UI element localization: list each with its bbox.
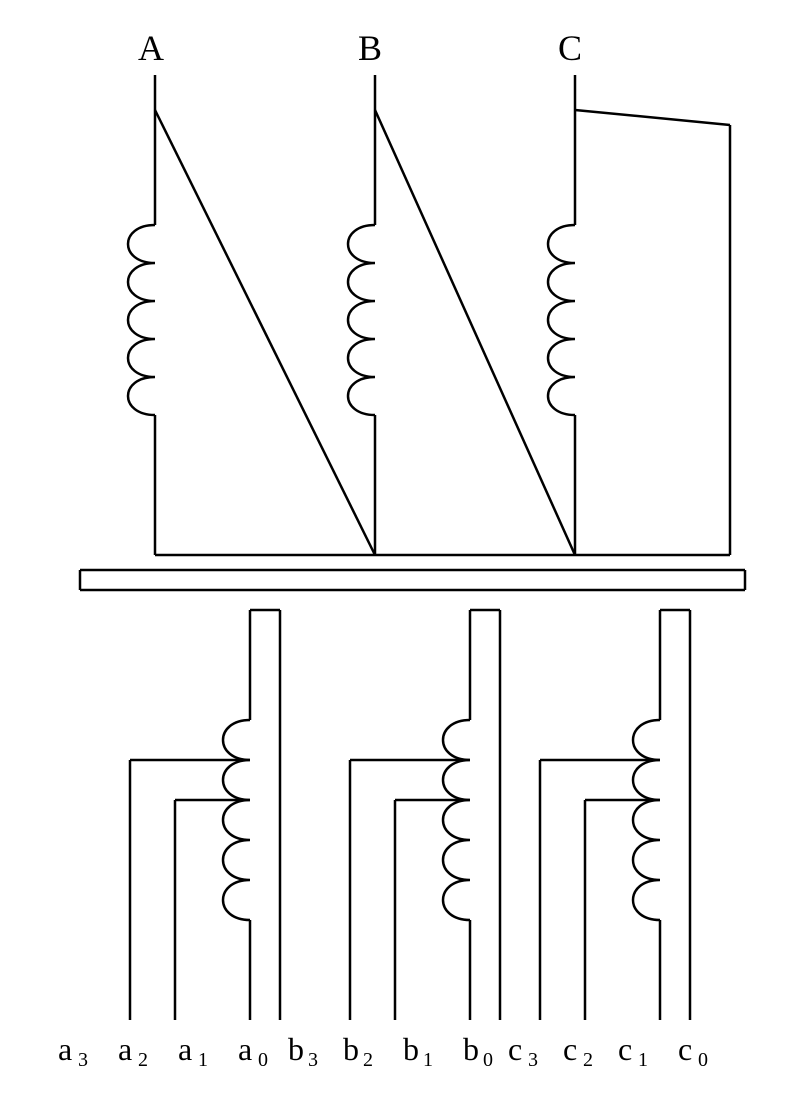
- svg-text:c: c: [678, 1031, 692, 1067]
- svg-text:b: b: [343, 1031, 359, 1067]
- svg-text:2: 2: [583, 1049, 593, 1071]
- svg-text:b: b: [403, 1031, 419, 1067]
- svg-text:1: 1: [198, 1049, 208, 1071]
- svg-text:b: b: [463, 1031, 479, 1067]
- svg-text:a: a: [118, 1031, 132, 1067]
- svg-text:A: A: [138, 28, 164, 68]
- svg-text:2: 2: [138, 1049, 148, 1071]
- svg-text:2: 2: [363, 1049, 373, 1071]
- svg-text:a: a: [238, 1031, 252, 1067]
- svg-text:1: 1: [638, 1049, 648, 1071]
- svg-text:0: 0: [258, 1049, 268, 1071]
- svg-text:c: c: [618, 1031, 632, 1067]
- svg-text:C: C: [558, 28, 582, 68]
- svg-text:3: 3: [528, 1049, 538, 1071]
- svg-text:1: 1: [423, 1049, 433, 1071]
- svg-text:a: a: [178, 1031, 192, 1067]
- svg-text:3: 3: [308, 1049, 318, 1071]
- svg-text:a: a: [58, 1031, 72, 1067]
- svg-text:0: 0: [483, 1049, 493, 1071]
- svg-text:b: b: [288, 1031, 304, 1067]
- svg-text:B: B: [358, 28, 382, 68]
- transformer-schematic: ABCa3a2a1a0b3b2b1b0c3c2c1c0: [0, 0, 800, 1116]
- svg-text:c: c: [508, 1031, 522, 1067]
- svg-text:0: 0: [698, 1049, 708, 1071]
- svg-text:c: c: [563, 1031, 577, 1067]
- svg-text:3: 3: [78, 1049, 88, 1071]
